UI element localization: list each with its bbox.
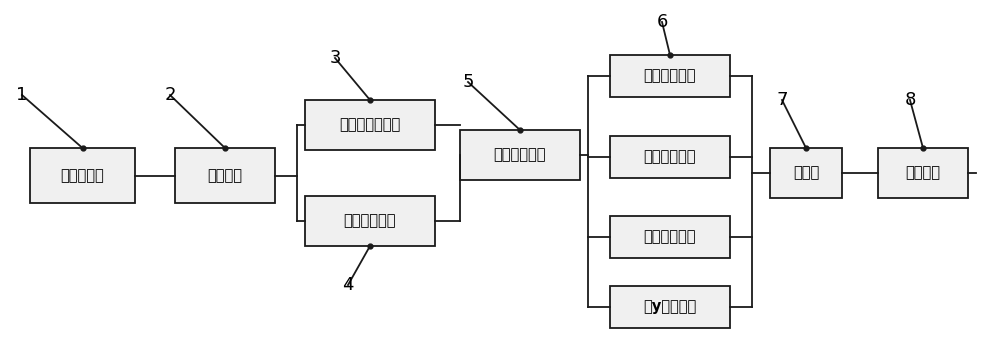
Bar bbox=[610, 286, 730, 328]
Text: 第y补液通道: 第y补液通道 bbox=[643, 300, 697, 315]
Bar bbox=[610, 55, 730, 97]
Text: 6: 6 bbox=[656, 13, 668, 31]
Text: 8: 8 bbox=[904, 91, 916, 109]
Text: 2: 2 bbox=[164, 86, 176, 104]
Text: 触控显示屏: 触控显示屏 bbox=[61, 168, 104, 183]
Bar bbox=[878, 148, 968, 198]
Bar bbox=[770, 148, 842, 198]
Bar bbox=[30, 148, 135, 203]
Text: 4: 4 bbox=[342, 276, 354, 294]
Bar bbox=[610, 136, 730, 178]
Text: 1: 1 bbox=[16, 86, 28, 104]
Bar bbox=[305, 100, 435, 150]
Text: 电磁阀驱动模块: 电磁阀驱动模块 bbox=[339, 118, 401, 133]
Text: 第三补液通道: 第三补液通道 bbox=[644, 229, 696, 245]
Bar bbox=[305, 196, 435, 246]
Text: 第二补液通道: 第二补液通道 bbox=[644, 149, 696, 164]
Text: 主控制器: 主控制器 bbox=[208, 168, 242, 183]
Text: 加热袋: 加热袋 bbox=[793, 165, 819, 181]
Bar bbox=[610, 216, 730, 258]
Text: 7: 7 bbox=[776, 91, 788, 109]
Text: 灌注管道: 灌注管道 bbox=[906, 165, 940, 181]
Bar bbox=[175, 148, 275, 203]
Text: 第一补液通道: 第一补液通道 bbox=[644, 69, 696, 83]
Text: 5: 5 bbox=[462, 73, 474, 91]
Text: 溶液计量模块: 溶液计量模块 bbox=[344, 213, 396, 228]
Text: 电磁阀组模块: 电磁阀组模块 bbox=[494, 147, 546, 163]
Text: 3: 3 bbox=[329, 49, 341, 67]
Bar bbox=[460, 130, 580, 180]
